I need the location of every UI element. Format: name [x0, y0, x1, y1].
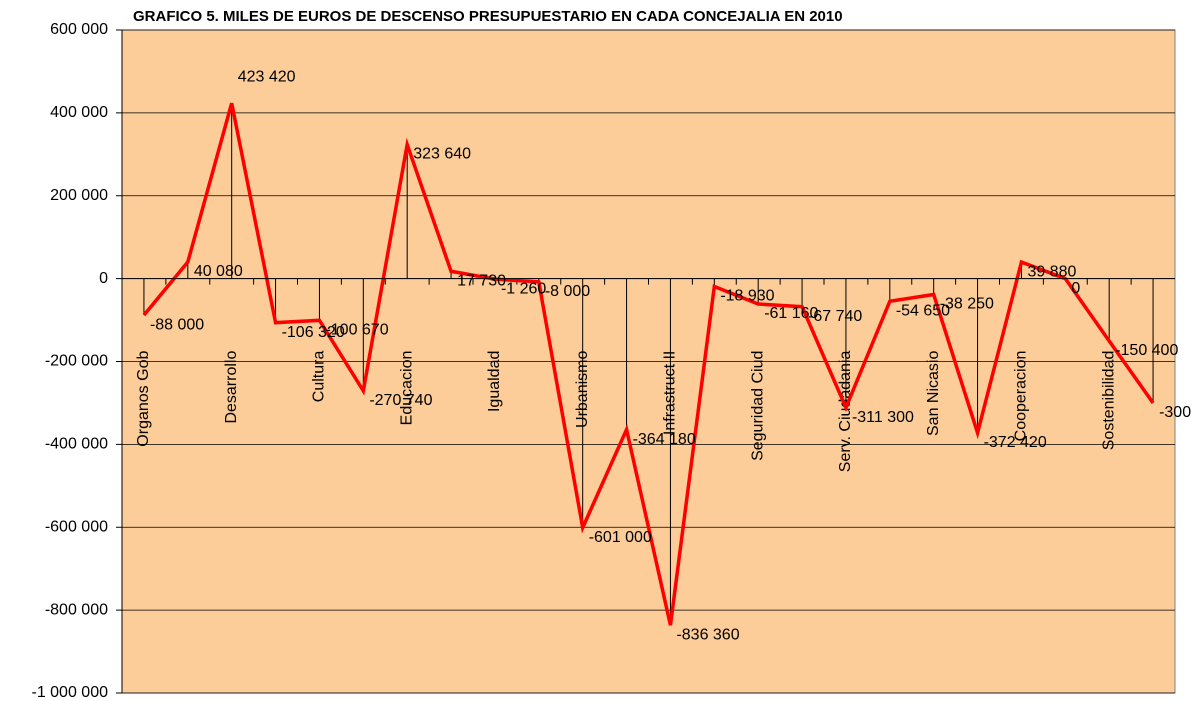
y-tick-label: -1 000 000 — [31, 684, 108, 701]
x-tick-label: Cooperacion — [1013, 351, 1030, 442]
x-tick-label: Urbanismo — [574, 351, 591, 428]
x-tick-label: Sostenibilidad — [1100, 351, 1117, 451]
data-label: -38 250 — [940, 296, 994, 313]
data-label: 17 730 — [457, 272, 506, 289]
x-tick-label: Infrastruct II — [662, 351, 679, 435]
x-tick-label: Cultura — [311, 351, 328, 403]
data-label: -270 740 — [369, 392, 432, 409]
y-tick-label: 400 000 — [50, 104, 108, 121]
data-label: 423 420 — [238, 68, 296, 85]
x-tick-label: Educacion — [398, 351, 415, 426]
data-label: -88 000 — [150, 316, 204, 333]
y-tick-label: 0 — [99, 270, 108, 287]
y-tick-label: -800 000 — [45, 601, 108, 618]
data-label: -54 650 — [896, 302, 950, 319]
data-label: -311 300 — [852, 409, 914, 426]
data-label: -67 740 — [808, 308, 862, 325]
data-label: 323 640 — [413, 146, 471, 163]
chart-title: GRAFICO 5. MILES DE EUROS DE DESCENSO PR… — [133, 8, 843, 25]
data-label: 39 880 — [1027, 263, 1076, 280]
data-label: -601 000 — [589, 529, 652, 546]
y-tick-label: -600 000 — [45, 518, 108, 535]
data-label: -61 160 — [764, 305, 818, 322]
x-tick-label: Desarrollo — [223, 351, 240, 424]
y-tick-label: -400 000 — [45, 436, 108, 453]
data-label: -18 930 — [720, 288, 774, 305]
data-label: -372 420 — [984, 434, 1047, 451]
x-tick-label: Igualdad — [486, 351, 503, 412]
data-label: -1 260 — [501, 280, 546, 297]
data-label: -364 180 — [633, 431, 696, 448]
data-label: -8 000 — [545, 283, 590, 300]
data-label: 0 — [1071, 280, 1080, 297]
x-tick-label: Seguridad Ciud — [749, 351, 766, 461]
data-label: -106 320 — [282, 324, 345, 341]
x-tick-label: Organos Gob — [135, 351, 152, 447]
data-label: -836 360 — [676, 626, 739, 643]
data-label: -300 000 — [1159, 404, 1193, 421]
y-tick-label: 600 000 — [50, 21, 108, 38]
data-label: -100 670 — [325, 322, 388, 339]
y-tick-label: -200 000 — [45, 353, 108, 370]
data-label: 40 080 — [194, 263, 243, 280]
line — [142, 102, 1155, 626]
x-tick-label: San Nicasio — [925, 351, 942, 436]
data-label: -150 400 — [1115, 342, 1178, 359]
y-tick-label: 200 000 — [50, 187, 108, 204]
